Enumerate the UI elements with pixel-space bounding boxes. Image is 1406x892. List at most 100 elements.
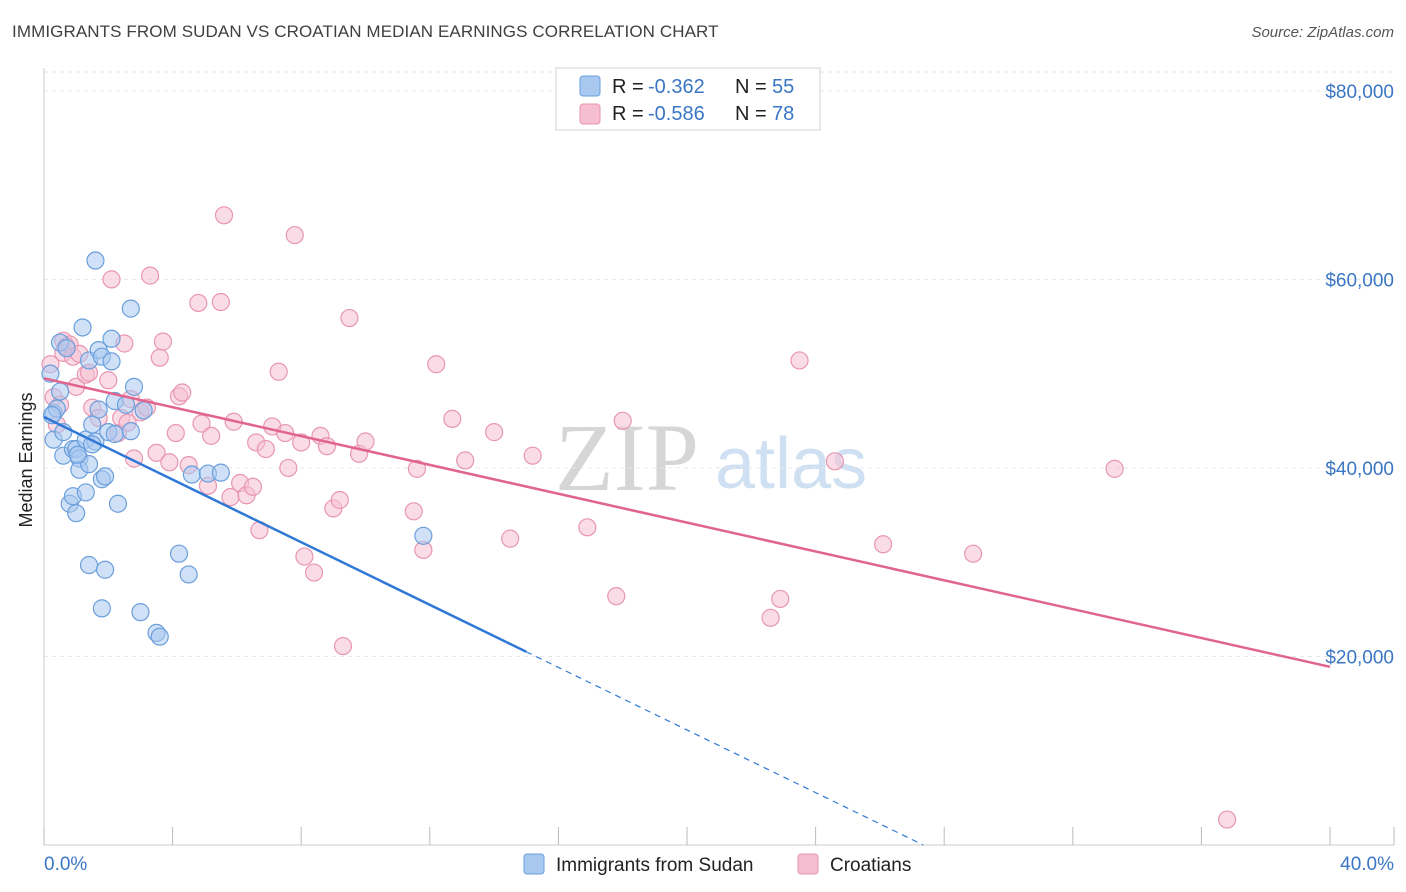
sudan-point	[108, 494, 128, 513]
sudan-point	[182, 465, 201, 484]
croatian-point	[825, 452, 844, 471]
croatian-point	[166, 423, 185, 443]
croatian-point	[102, 270, 121, 289]
sudan-point	[102, 352, 121, 371]
croatian-point	[173, 383, 192, 402]
legend-r-value-croatian: -0.586	[648, 103, 705, 125]
sudan-point	[134, 401, 153, 420]
croatian-point	[523, 446, 542, 465]
croatian-point	[150, 348, 169, 367]
sudan-point	[73, 318, 92, 337]
croatian-point	[1218, 810, 1237, 829]
croatian-point	[160, 453, 179, 472]
sudan-point	[124, 377, 144, 396]
croatian-point	[147, 443, 166, 462]
croatian-point	[295, 547, 314, 566]
sudan-point	[86, 251, 105, 270]
croatian-point	[140, 266, 160, 285]
watermark: ZIP atlas	[555, 404, 867, 511]
croatian-point	[214, 206, 234, 225]
sudan-point	[89, 400, 108, 419]
legend-n-value-croatian: 78	[772, 103, 794, 125]
sudan-point	[121, 422, 140, 441]
croatian-point	[285, 225, 304, 245]
chart-title: IMMIGRANTS FROM SUDAN VS CROATIAN MEDIAN…	[12, 22, 719, 41]
sudan-point	[121, 299, 140, 318]
sudan-point	[83, 415, 102, 434]
croatian-point	[427, 355, 446, 374]
croatian-point	[456, 451, 475, 470]
sudan-point	[105, 424, 124, 444]
sudan-trend-extension	[525, 651, 924, 846]
bottom-legend-label-sudan: Immigrants from Sudan	[556, 855, 753, 876]
croatian-point	[404, 502, 423, 521]
sudan-point	[92, 599, 111, 618]
legend-r-label-sudan: R =	[612, 76, 644, 98]
trend-lines	[43, 377, 1331, 846]
croatian-point	[189, 293, 208, 313]
croatian-point	[761, 608, 780, 627]
croatian-point	[578, 518, 597, 537]
croatian-point	[279, 458, 298, 478]
croatian-point	[613, 411, 632, 430]
legend-n-label-sudan: N =	[735, 76, 767, 98]
sudan-trend-line	[43, 415, 527, 653]
y-tick-label: $40,000	[1325, 459, 1394, 480]
y-tick-label: $80,000	[1325, 82, 1394, 103]
croatian-point	[153, 332, 173, 351]
series-immigrants-from-sudan	[41, 251, 433, 646]
legend-swatch-sudan	[579, 75, 601, 97]
sudan-point	[95, 560, 115, 579]
sudan-point	[79, 555, 99, 575]
x-tick-label-min: 0.0%	[44, 854, 87, 875]
x-tick-label-max: 40.0%	[1340, 854, 1394, 875]
sudan-point	[95, 467, 115, 486]
y-tick-label: $60,000	[1325, 270, 1394, 291]
legend-bottom: Immigrants from Sudan Croatians	[523, 853, 911, 876]
croatian-point	[485, 423, 504, 442]
croatian-point	[99, 371, 118, 390]
sudan-point	[131, 603, 150, 622]
sudan-point	[102, 329, 121, 348]
croatian-point	[407, 459, 427, 478]
chart-source: Source: ZipAtlas.com	[1251, 24, 1394, 41]
legend-r-value-sudan: -0.362	[648, 76, 705, 98]
legend-n-value-sudan: 55	[772, 76, 794, 98]
sudan-point	[169, 544, 189, 563]
croatian-point	[333, 636, 353, 656]
croatian-point	[269, 362, 288, 381]
croatian-point	[771, 589, 790, 609]
sudan-point	[76, 483, 95, 502]
croatian-point	[607, 587, 626, 606]
croatian-point	[202, 426, 221, 445]
croatian-point	[964, 544, 983, 563]
sudan-point	[179, 565, 198, 584]
sudan-point	[50, 382, 70, 401]
bottom-legend-swatch-croatian	[797, 853, 819, 875]
y-tick-labels: $20,000 $40,000 $60,000 $80,000	[1325, 82, 1394, 669]
x-axis-ticks	[43, 827, 1395, 845]
bottom-legend-swatch-sudan	[523, 853, 545, 875]
sudan-point	[68, 445, 87, 464]
sudan-point	[150, 627, 169, 646]
y-tick-label: $20,000	[1325, 647, 1394, 668]
croatian-point	[501, 529, 520, 548]
croatian-point	[356, 432, 375, 451]
croatian-point	[330, 490, 349, 510]
sudan-point	[414, 526, 433, 545]
croatian-point	[256, 439, 275, 459]
legend-top: R = -0.362 N = 55 R = -0.586 N = 78	[555, 67, 821, 131]
croatian-point	[443, 409, 462, 429]
y-axis-title: Median Earnings	[16, 392, 36, 527]
croatian-point	[192, 414, 211, 433]
croatian-point	[340, 308, 359, 328]
legend-r-label-croatian: R =	[612, 103, 644, 125]
gridlines	[44, 71, 1394, 657]
bottom-legend-label-croatian: Croatians	[830, 855, 911, 876]
legend-n-label-croatian: N =	[735, 103, 767, 125]
croatian-point	[874, 535, 893, 554]
series-croatians	[41, 206, 1237, 829]
legend-swatch-croatian	[579, 103, 601, 125]
sudan-point	[211, 463, 230, 482]
sudan-point	[57, 339, 76, 358]
